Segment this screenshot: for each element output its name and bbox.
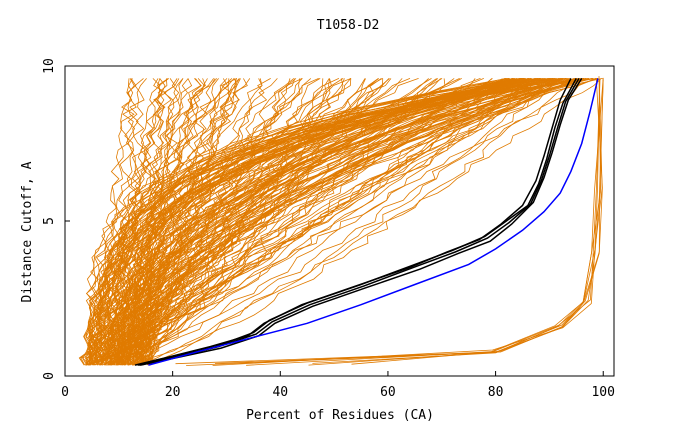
highlight-curve-black xyxy=(139,78,580,366)
model-curves xyxy=(78,76,604,366)
model-curve xyxy=(112,78,562,366)
model-curve xyxy=(107,78,536,366)
model-curve xyxy=(128,78,539,366)
model-curve xyxy=(139,78,597,366)
model-curve xyxy=(134,78,602,366)
y-tick-label: 10 xyxy=(42,58,57,74)
model-curve xyxy=(145,78,526,366)
model-curve xyxy=(121,78,546,366)
model-curve xyxy=(111,78,594,366)
model-curve xyxy=(130,78,530,366)
model-curve xyxy=(109,78,528,366)
model-curve xyxy=(129,78,515,366)
model-curve xyxy=(139,78,599,366)
x-tick-label: 80 xyxy=(488,385,504,400)
y-tick-label: 5 xyxy=(42,217,57,225)
model-curve xyxy=(136,78,303,366)
model-curve xyxy=(127,78,554,366)
model-curve xyxy=(138,78,559,366)
model-curve xyxy=(111,78,523,366)
model-curve xyxy=(104,78,518,366)
model-curve xyxy=(113,78,564,366)
x-tick-label: 60 xyxy=(380,385,396,400)
x-axis-label: Percent of Residues (CA) xyxy=(246,408,434,423)
model-curve xyxy=(116,78,509,366)
model-curve xyxy=(94,78,523,366)
model-curve xyxy=(119,78,526,366)
model-curve xyxy=(109,78,548,366)
y-axis-label: Distance Cutoff, A xyxy=(20,161,35,302)
model-curve xyxy=(140,78,584,366)
model-curve xyxy=(134,78,576,366)
x-tick-label: 40 xyxy=(272,385,288,400)
model-curve xyxy=(308,78,604,366)
model-curve xyxy=(106,78,593,366)
model-curve xyxy=(117,78,525,366)
y-tick-label: 0 xyxy=(42,372,57,380)
model-curve xyxy=(85,78,589,366)
model-curve xyxy=(148,78,576,366)
model-curve xyxy=(147,78,558,366)
x-tick-label: 20 xyxy=(165,385,181,400)
model-curve xyxy=(147,78,570,366)
highlight-curve-black xyxy=(134,78,572,366)
model-curve xyxy=(85,78,524,366)
chart-title: T1058-D2 xyxy=(317,18,380,33)
highlight-curve-blue xyxy=(148,78,599,366)
axes: 0 20 40 60 80 100 0 5 10 xyxy=(42,58,615,400)
x-tick-label: 0 xyxy=(61,385,69,400)
model-curve xyxy=(142,78,570,366)
model-curve xyxy=(87,78,568,366)
highlight-curves xyxy=(134,78,599,366)
model-curve xyxy=(109,78,541,366)
x-tick-label: 100 xyxy=(591,385,614,400)
model-curve xyxy=(145,78,597,366)
model-curve xyxy=(88,78,137,366)
model-curve xyxy=(85,78,437,366)
model-curve xyxy=(246,78,601,366)
model-curve xyxy=(147,78,563,366)
